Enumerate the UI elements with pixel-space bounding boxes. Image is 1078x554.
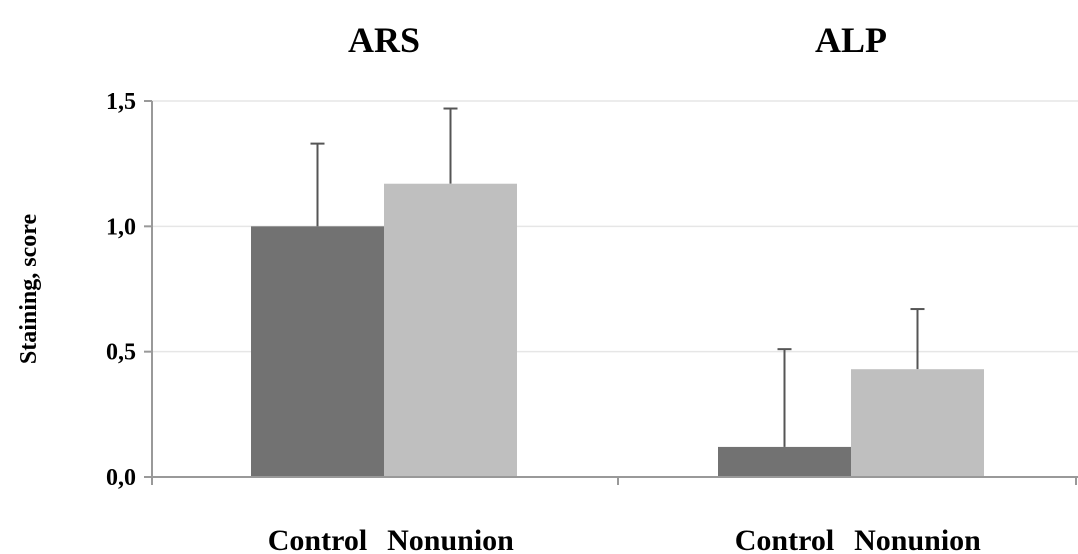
category-label: Nonunion — [854, 524, 981, 554]
bar-alp-control — [718, 446, 851, 477]
bar-ars-nonunion — [384, 183, 517, 477]
bar-ars-control — [251, 226, 384, 477]
y-tick-label: 1,5 — [106, 89, 136, 115]
y-tick-label: 1,0 — [106, 214, 136, 240]
y-tick-label: 0,5 — [106, 340, 136, 366]
labels: 0,0 0,5 1,0 1,5 Control Nonunion ARS Control Non… — [16, 20, 981, 554]
axes — [144, 100, 1078, 485]
category-label: Nonunion — [387, 524, 514, 554]
y-tick-label: 0,0 — [106, 465, 136, 491]
bar-alp-nonunion — [851, 369, 984, 477]
group-title: ARS — [348, 20, 420, 60]
category-label: Control — [735, 524, 834, 554]
y-axis-label: Staining, score — [16, 214, 42, 365]
category-label: Control — [268, 524, 367, 554]
bars — [251, 107, 984, 477]
group-title: ALP — [815, 20, 887, 60]
